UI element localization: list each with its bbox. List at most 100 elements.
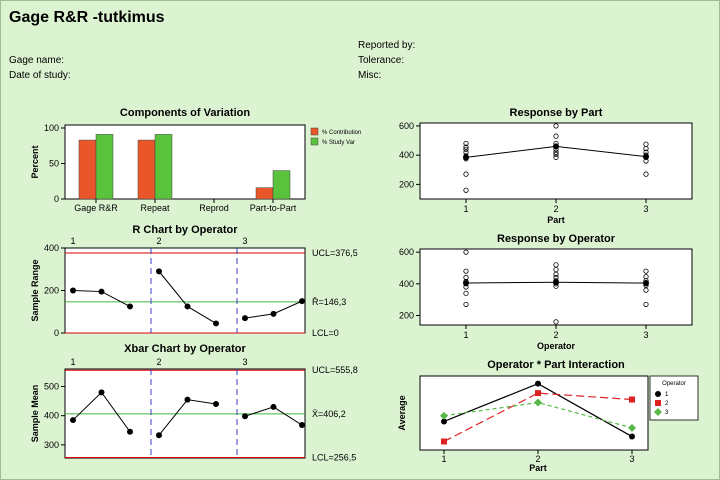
data-point — [270, 403, 277, 410]
y-tick-label: 400 — [44, 411, 59, 421]
operator-2-point — [441, 438, 447, 445]
operator-label: 2 — [156, 357, 161, 367]
operator-1-point — [629, 433, 635, 440]
x-axis-label: Part — [529, 463, 547, 473]
data-point — [127, 303, 133, 310]
y-tick-label: 400 — [399, 150, 414, 160]
operator-1-point — [441, 418, 447, 425]
response-point — [553, 133, 559, 139]
data-point — [213, 320, 219, 327]
category-label: 3 — [643, 204, 648, 214]
report-title: Gage R&R -tutkimus — [9, 9, 165, 26]
legend-marker — [655, 400, 661, 406]
operator-2-point — [535, 390, 541, 397]
category-label: Reprod — [199, 203, 229, 213]
response-point — [463, 249, 469, 255]
legend-marker — [655, 391, 661, 397]
lcl-label: LCL=256,5 — [312, 453, 356, 463]
response-point — [643, 268, 649, 274]
y-tick-label: 200 — [399, 311, 414, 321]
data-point — [242, 315, 248, 322]
response-point — [463, 268, 469, 274]
y-tick-label: 400 — [44, 243, 59, 253]
y-tick-label: 300 — [44, 440, 59, 450]
gage-name-label: Gage name: — [9, 55, 65, 66]
response-point — [553, 151, 559, 158]
data-point — [299, 298, 305, 305]
ucl-label: UCL=555,8 — [312, 365, 358, 375]
category-label: 2 — [535, 454, 540, 464]
data-point — [156, 268, 162, 275]
operator-3-point — [534, 398, 542, 407]
study-var-bar — [95, 134, 114, 200]
y-tick-label: 50 — [49, 159, 59, 169]
operator-label: 1 — [70, 357, 75, 367]
data-point — [156, 432, 162, 439]
y-axis-label: Percent — [30, 145, 40, 178]
mean-point — [643, 153, 649, 160]
contribution-bar — [137, 139, 156, 200]
legend-marker — [654, 408, 662, 416]
response-point — [463, 171, 469, 177]
response-point — [643, 141, 649, 147]
response-point — [643, 171, 649, 177]
operator-label: 3 — [242, 236, 247, 246]
contribution-bar — [255, 187, 274, 200]
operator-label: 3 — [242, 357, 247, 367]
mean-point — [553, 279, 559, 286]
date-of-study-label: Date of study: — [9, 70, 71, 81]
study-var-bar — [272, 170, 291, 200]
tolerance-label: Tolerance: — [358, 55, 405, 66]
x-axis-label: Operator — [537, 341, 576, 351]
response-point — [463, 144, 469, 150]
y-tick-label: 0 — [54, 328, 59, 338]
legend-label: 2 — [665, 401, 669, 407]
response-point — [643, 301, 649, 308]
misc-label: Misc: — [358, 70, 382, 81]
resp-part-title: Response by Part — [509, 107, 603, 119]
data-point — [70, 417, 76, 424]
category-label: 2 — [553, 204, 558, 214]
response-point — [553, 319, 559, 325]
response-point — [463, 274, 469, 281]
rchart-title: R Chart by Operator — [132, 224, 238, 236]
data-point — [127, 428, 133, 435]
resp-part-plot-area — [419, 122, 693, 200]
mean-point — [463, 154, 469, 161]
data-point — [270, 310, 277, 317]
reported-by-label: Reported by: — [358, 40, 416, 51]
mean-point — [553, 143, 559, 150]
mean-point — [463, 280, 469, 287]
y-axis-label: Sample Mean — [30, 385, 40, 443]
y-tick-label: 500 — [44, 382, 59, 392]
legend-title: Operator — [662, 381, 686, 387]
xbar-title: Xbar Chart by Operator — [124, 343, 246, 355]
interaction-title: Operator * Part Interaction — [487, 359, 625, 371]
legend-swatch — [310, 127, 319, 136]
legend-label: % Study Var — [322, 140, 355, 146]
y-tick-label: 0 — [54, 194, 59, 204]
category-label: 3 — [643, 330, 648, 340]
response-point — [463, 290, 469, 296]
ucl-label: UCL=376,5 — [312, 248, 358, 258]
operator-label: 1 — [70, 236, 75, 246]
response-point — [463, 146, 469, 152]
response-point — [643, 274, 649, 280]
y-tick-label: 400 — [399, 279, 414, 289]
data-point — [213, 401, 219, 408]
y-axis-label: Sample Range — [30, 259, 40, 321]
response-point — [553, 149, 559, 155]
legend-label: 1 — [665, 392, 669, 398]
category-label: Repeat — [140, 203, 170, 213]
x-axis-label: Part — [547, 215, 565, 225]
mean-point — [643, 280, 649, 287]
response-point — [553, 262, 559, 268]
y-tick-label: 600 — [399, 121, 414, 131]
response-point — [463, 301, 469, 308]
category-label: 1 — [463, 204, 468, 214]
legend-swatch — [310, 137, 319, 146]
operator-label: 2 — [156, 236, 161, 246]
contribution-bar — [78, 139, 97, 200]
data-point — [299, 422, 305, 429]
